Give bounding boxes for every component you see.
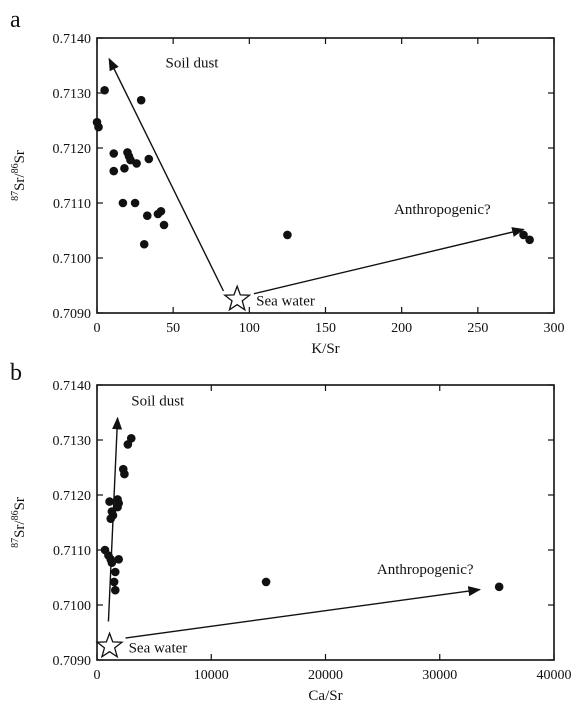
- data-point: [118, 198, 128, 208]
- y-axis-title-ylabel-mass2: 86: [10, 510, 21, 520]
- arrow-label: Soil dust: [131, 393, 185, 409]
- data-point: [114, 555, 124, 564]
- x-tick-label: 0: [94, 668, 101, 683]
- x-tick-label: 250: [467, 321, 488, 336]
- x-tick-label: 150: [315, 321, 336, 336]
- data-point: [139, 239, 149, 249]
- y-tick-label: 0.7090: [53, 654, 92, 669]
- x-tick-label: 200: [391, 321, 412, 336]
- y-tick-label: 0.7090: [53, 307, 92, 322]
- data-point: [132, 159, 141, 168]
- sea-water-label: Sea water: [129, 640, 188, 656]
- panel-a: a 0 50 100 150 200 250 300 0.7090 0.7100 0.7110 0.7…: [10, 7, 565, 357]
- data-point: [94, 122, 103, 132]
- x-tick-label: 50: [166, 321, 180, 336]
- y-axis-title-ylabel-el1: Sr/: [12, 173, 28, 191]
- x-tick-label: 20000: [308, 668, 343, 683]
- x-tick-label: 40000: [537, 668, 572, 683]
- data-point: [109, 577, 119, 587]
- data-point: [123, 440, 133, 449]
- y-axis-title-ylabel-mass1: 87: [10, 538, 21, 548]
- data-point: [120, 469, 129, 479]
- plot-frame: [96, 384, 555, 661]
- data-point: [519, 230, 528, 240]
- data-point: [109, 166, 119, 176]
- data-point: [261, 577, 271, 587]
- data-point: [120, 164, 129, 173]
- data-point: [159, 220, 169, 230]
- y-tick-label: 0.7140: [53, 32, 92, 47]
- plot-frame: [96, 37, 555, 314]
- arrow-label: Soil dust: [166, 56, 220, 72]
- sea-water-label: Sea water: [256, 293, 315, 309]
- y-tick-label: 0.7100: [53, 252, 92, 267]
- x-tick-label: 300: [544, 321, 565, 336]
- y-tick-label: 0.7130: [53, 87, 92, 102]
- data-point: [110, 585, 120, 595]
- data-point: [100, 85, 109, 95]
- x-axis-title: K/Sr: [311, 341, 339, 357]
- y-tick-label: 0.7100: [53, 599, 92, 614]
- data-point: [283, 230, 292, 240]
- arrow-label: Anthropogenic?: [394, 202, 491, 218]
- data-point: [110, 567, 120, 577]
- panel-label: b: [10, 360, 22, 386]
- x-axis-title: Ca/Sr: [308, 688, 342, 704]
- data-point: [109, 149, 119, 158]
- data-point: [107, 558, 117, 567]
- arrow-label: Anthropogenic?: [377, 562, 474, 578]
- y-axis-title-ylabel-mass1: 87: [10, 191, 21, 201]
- data-point: [144, 154, 154, 164]
- trend-arrow: [253, 227, 525, 295]
- y-axis-title: 87Sr/86Sr: [10, 150, 28, 201]
- data-point: [136, 95, 146, 105]
- y-tick-label: 0.7120: [53, 489, 92, 504]
- x-tick-label: 10000: [194, 668, 229, 683]
- data-point: [153, 209, 163, 219]
- x-tick-label: 30000: [422, 668, 457, 683]
- data-point: [142, 211, 152, 220]
- y-tick-label: 0.7120: [53, 142, 92, 157]
- y-tick-label: 0.7110: [53, 197, 91, 212]
- trend-arrow: [125, 586, 481, 639]
- data-point: [130, 198, 140, 208]
- y-axis-title-ylabel-el1: Sr/: [12, 520, 28, 538]
- x-tick-label: 0: [94, 321, 101, 336]
- panel-label: a: [10, 7, 21, 33]
- y-tick-label: 0.7130: [53, 434, 92, 449]
- sea-water-star-icon: [95, 631, 124, 659]
- y-axis-title-ylabel-el2: Sr: [12, 150, 28, 163]
- data-point: [106, 514, 116, 523]
- sea-water-star-icon: [222, 284, 252, 312]
- data-point: [525, 235, 534, 245]
- y-tick-label: 0.7110: [53, 544, 91, 559]
- y-axis-title: 87Sr/86Sr: [10, 497, 28, 548]
- data-point: [105, 497, 114, 506]
- y-tick-label: 0.7140: [53, 379, 92, 394]
- panel-b: b 0 10000 20000 30000 40000 0.7090 0.7100 0.7110…: [10, 360, 572, 704]
- data-point: [494, 582, 504, 592]
- x-tick-label: 100: [239, 321, 260, 336]
- trend-arrow: [108, 57, 225, 292]
- y-axis-title-ylabel-el2: Sr: [12, 497, 28, 510]
- y-axis-title-ylabel-mass2: 86: [10, 163, 21, 173]
